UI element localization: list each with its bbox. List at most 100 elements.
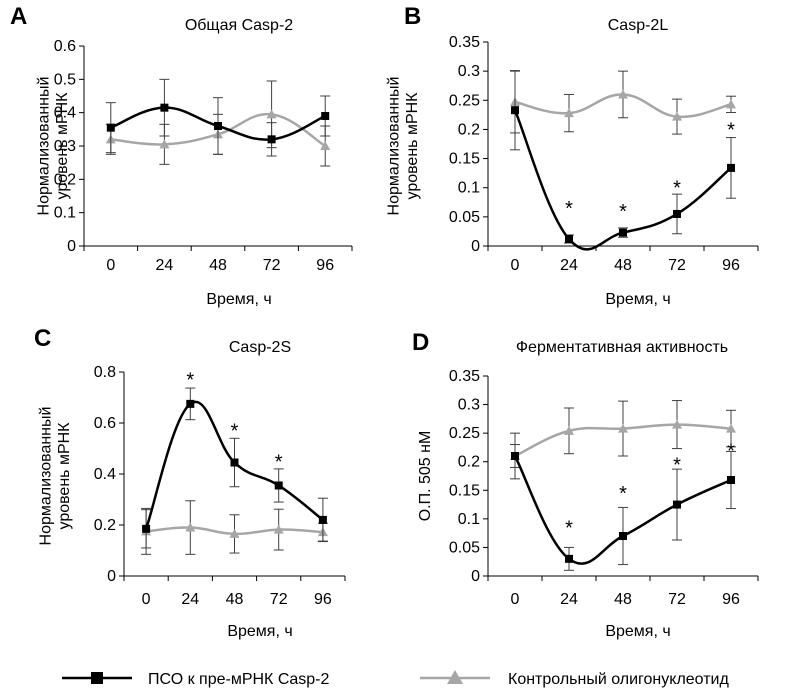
y-tick-label: 0.3 xyxy=(458,397,480,414)
significance-star: * xyxy=(619,201,627,223)
y-tick-label: 0 xyxy=(67,238,76,255)
x-tick-label: 72 xyxy=(263,257,281,274)
x-tick-label: 0 xyxy=(106,257,115,274)
series-control xyxy=(141,500,328,555)
panel-title: Ферментативная активность xyxy=(516,339,728,356)
panel-title: Casp-2L xyxy=(608,17,669,34)
square-marker xyxy=(267,135,276,144)
y-tick-label: 0.2 xyxy=(94,517,116,534)
significance-star: * xyxy=(727,440,735,462)
triangle-marker xyxy=(273,524,284,534)
y-tick-label: 0.8 xyxy=(94,364,116,381)
y-tick-label: 0.2 xyxy=(458,121,480,138)
y-tick-label: 0.4 xyxy=(94,466,116,483)
y-tick-label: 0.6 xyxy=(94,415,116,432)
square-marker xyxy=(565,554,573,563)
x-tick-label: 0 xyxy=(511,591,520,608)
y-axis-label: Нормализованныйуровень мРНК xyxy=(385,77,420,216)
x-axis-label: Время, ч xyxy=(227,623,292,640)
y-tick-label: 0.4 xyxy=(54,105,76,122)
x-tick-label: 72 xyxy=(270,591,288,608)
y-tick-label: 0.1 xyxy=(458,180,480,197)
square-marker xyxy=(318,515,327,524)
square-marker xyxy=(186,399,195,408)
y-tick-label: 0.1 xyxy=(54,205,76,222)
panel-title: Общая Casp-2 xyxy=(185,17,293,34)
significance-star: * xyxy=(727,119,735,141)
y-tick-label: 0.6 xyxy=(54,38,76,55)
square-marker xyxy=(230,458,239,467)
y-axis-label-line: уровень мРНК xyxy=(56,422,73,530)
series-treated xyxy=(105,78,331,157)
x-tick-label: 24 xyxy=(156,257,174,274)
y-tick-label: 0.25 xyxy=(449,92,480,109)
y-tick-label: 0.1 xyxy=(458,511,480,528)
series-line xyxy=(513,109,732,251)
square-marker xyxy=(214,122,222,130)
square-marker xyxy=(619,228,627,237)
y-tick-label: 0.25 xyxy=(449,425,480,442)
x-tick-label: 24 xyxy=(181,591,199,608)
x-tick-label: 96 xyxy=(722,257,740,274)
series-line xyxy=(513,455,732,565)
y-tick-label: 0.15 xyxy=(449,482,480,499)
series-treated xyxy=(510,70,736,251)
panel-c: C Casp-2S 0 0.2 0.4 0.6 0.8 0 24 48 72 96 Время, ч Но… xyxy=(34,325,346,640)
significance-star: * xyxy=(565,198,573,220)
y-axis-label-line: О.П. 505 нМ xyxy=(417,431,434,522)
chart-panels: A Общая Casp-2 0 0.1 0.2 0.3 0.4 0.5 0.6 0 24 48 72 9… xyxy=(10,3,759,640)
y-axis-label: Нормализованныйуровень мРНК xyxy=(35,77,70,216)
significance-star: * xyxy=(619,483,627,505)
legend-item-treated: ПСО к пре-мРНК Casp-2 xyxy=(62,671,330,688)
square-marker xyxy=(727,476,735,484)
x-tick-label: 48 xyxy=(614,257,632,274)
square-marker xyxy=(727,163,735,172)
panel-letter: A xyxy=(10,3,27,30)
square-marker xyxy=(673,209,681,218)
y-tick-label: 0.5 xyxy=(54,71,76,88)
y-axis-label-line: Нормализованный xyxy=(37,407,54,546)
x-tick-label: 0 xyxy=(511,257,520,274)
x-tick-label: 72 xyxy=(668,257,686,274)
legend-label-treated: ПСО к пре-мРНК Casp-2 xyxy=(148,671,330,688)
triangle-marker-icon xyxy=(447,670,463,684)
series-control xyxy=(510,400,736,468)
series-treated xyxy=(141,387,328,549)
square-marker xyxy=(106,123,115,132)
triangle-marker xyxy=(159,139,170,149)
x-tick-label: 24 xyxy=(560,257,578,274)
panel-d: D Ферментативная активность 0 0.05 0.1 0.15 0.… xyxy=(412,329,759,640)
y-tick-label: 0.2 xyxy=(54,171,76,188)
triangle-marker xyxy=(185,522,196,532)
legend-item-control: Контрольный олигонуклеотид xyxy=(420,670,729,688)
significance-star: * xyxy=(186,370,194,392)
triangle-marker xyxy=(726,423,736,433)
panel-letter: C xyxy=(34,325,51,352)
x-tick-label: 0 xyxy=(142,591,151,608)
y-tick-label: 0.05 xyxy=(449,209,480,226)
square-marker xyxy=(142,524,151,533)
y-tick-label: 0.2 xyxy=(458,454,480,471)
panel-letter: D xyxy=(412,329,429,356)
y-tick-label: 0.35 xyxy=(449,34,480,51)
x-tick-label: 96 xyxy=(316,257,334,274)
y-tick-label: 0 xyxy=(471,238,480,255)
y-tick-label: 0 xyxy=(107,568,116,585)
square-marker-icon xyxy=(91,672,103,684)
y-tick-label: 0.3 xyxy=(458,63,480,80)
triangle-marker xyxy=(229,528,240,538)
legend-label-control: Контрольный олигонуклеотид xyxy=(508,671,729,688)
triangle-marker xyxy=(618,423,628,433)
square-marker xyxy=(160,103,169,112)
x-tick-label: 48 xyxy=(614,591,632,608)
series-line xyxy=(144,400,324,530)
y-tick-label: 0.3 xyxy=(54,138,76,155)
x-tick-label: 96 xyxy=(722,591,740,608)
legend: ПСО к пре-мРНК Casp-2 Контрольный олигон… xyxy=(62,670,729,688)
x-tick-label: 24 xyxy=(560,591,578,608)
y-tick-label: 0.05 xyxy=(449,539,480,556)
triangle-marker xyxy=(726,99,736,109)
x-tick-label: 96 xyxy=(314,591,332,608)
significance-star: * xyxy=(231,421,239,443)
